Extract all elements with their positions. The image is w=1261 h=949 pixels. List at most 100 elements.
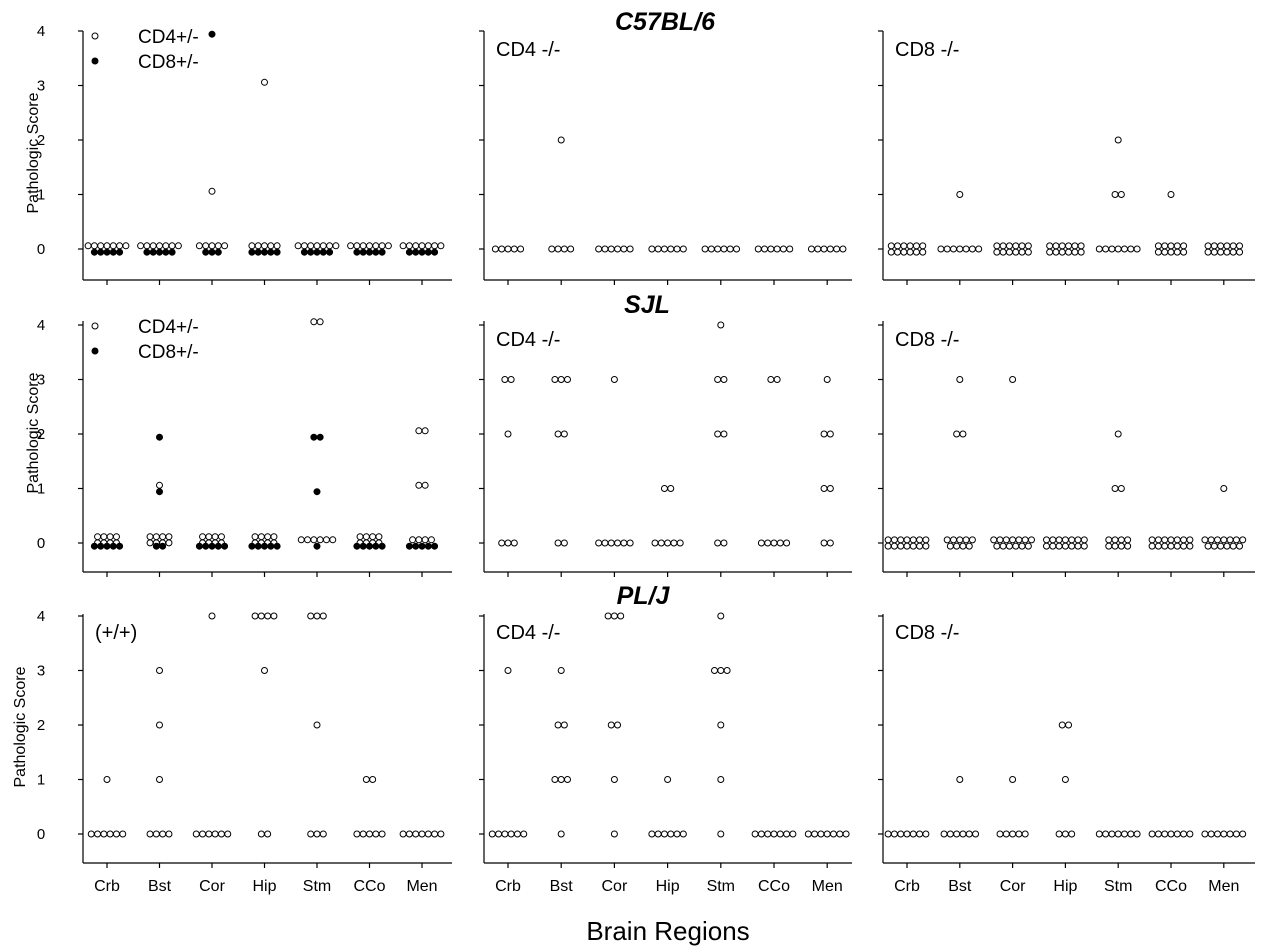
point-open-men xyxy=(1210,542,1218,550)
point-open-hip xyxy=(270,533,278,541)
point-filled-men xyxy=(431,542,439,550)
point-open-cco xyxy=(362,533,370,541)
panel-label: (+/+) xyxy=(95,622,137,644)
point-open-men xyxy=(437,830,445,838)
point-open-cco xyxy=(375,533,383,541)
point-open-cor xyxy=(1018,542,1026,550)
point-open-stm xyxy=(297,536,305,544)
point-open-bst xyxy=(165,533,173,541)
point-filled-crb xyxy=(90,248,98,256)
point-filled-cco xyxy=(353,248,361,256)
y-tick-label: 1 xyxy=(37,187,45,204)
point-open-men xyxy=(1229,542,1237,550)
point-open-hip xyxy=(1071,242,1079,250)
y-axis-title-row-1: Pathologic Score xyxy=(25,92,42,213)
panel-label: CD8 -/- xyxy=(895,39,959,61)
x-tick-label-men: Men xyxy=(406,878,437,895)
point-open-hip xyxy=(667,485,675,492)
point-open-crb xyxy=(84,242,92,250)
point-open-men xyxy=(1223,248,1231,256)
point-open-stm xyxy=(720,430,728,438)
point-filled-hip xyxy=(254,542,262,550)
point-open-crb xyxy=(884,542,892,550)
point-open-men xyxy=(412,830,420,838)
point-open-hip xyxy=(1061,536,1069,544)
point-filled-cco xyxy=(353,542,361,550)
point-open-men xyxy=(415,427,423,435)
point-open-cor xyxy=(211,830,219,838)
point-open-cor xyxy=(993,248,1001,256)
x-tick-label-bst: Bst xyxy=(550,878,574,895)
point-open-crb xyxy=(897,830,905,838)
point-open-cco xyxy=(1167,242,1175,250)
point-open-hip xyxy=(261,242,268,250)
point-open-men xyxy=(804,830,812,838)
point-open-bst xyxy=(143,242,151,250)
point-filled-crb xyxy=(97,248,105,256)
point-open-bst xyxy=(165,830,173,838)
point-open-men xyxy=(1204,242,1212,250)
point-open-crb xyxy=(116,242,124,250)
point-open-stm xyxy=(1124,542,1132,550)
point-open-hip xyxy=(1074,536,1082,544)
point-open-hip xyxy=(1058,721,1066,729)
point-open-cco xyxy=(1173,830,1181,838)
point-open-men xyxy=(415,481,423,489)
point-open-hip xyxy=(1055,542,1063,550)
point-filled-crb xyxy=(90,542,98,550)
point-open-crb xyxy=(488,830,496,838)
point-open-cco xyxy=(1167,248,1175,256)
point-open-men xyxy=(1236,542,1244,550)
point-open-bst xyxy=(560,245,568,253)
point-open-crb xyxy=(504,667,512,674)
point-open-crb xyxy=(912,242,920,250)
point-open-crb xyxy=(903,536,911,544)
point-open-crb xyxy=(94,533,102,541)
point-open-cor xyxy=(610,612,618,620)
point-open-cor xyxy=(614,539,622,547)
point-open-crb xyxy=(912,248,920,256)
point-open-cco xyxy=(1161,536,1169,544)
point-open-stm xyxy=(307,242,315,250)
point-open-hip xyxy=(1043,536,1050,544)
point-open-cor xyxy=(610,376,618,383)
point-open-hip xyxy=(1080,536,1088,544)
point-filled-hip xyxy=(248,542,256,550)
point-open-crb xyxy=(109,242,117,250)
point-open-cco xyxy=(1167,191,1175,198)
point-filled-stm xyxy=(316,433,324,441)
point-open-hip xyxy=(1061,776,1069,783)
point-open-hip xyxy=(673,830,681,838)
point-open-stm xyxy=(1133,830,1141,838)
point-open-cco xyxy=(764,830,772,838)
point-open-crb xyxy=(894,242,902,250)
point-filled-cco xyxy=(378,248,386,256)
point-open-cor xyxy=(192,830,200,838)
point-open-cco xyxy=(1180,536,1188,544)
point-filled-crb xyxy=(97,542,105,550)
point-open-cor xyxy=(607,539,615,547)
point-open-cor xyxy=(217,533,225,541)
point-open-crb xyxy=(909,536,917,544)
point-open-stm xyxy=(313,721,321,729)
point-open-cco xyxy=(786,245,794,253)
point-open-cco xyxy=(789,830,797,838)
y-tick-label: 1 xyxy=(37,481,45,498)
point-filled-men xyxy=(412,542,420,550)
point-open-cor xyxy=(208,242,216,250)
point-open-men xyxy=(1214,536,1221,544)
point-open-men xyxy=(826,539,834,547)
point-filled-crb xyxy=(103,542,111,550)
point-open-cor xyxy=(626,245,634,253)
y-tick-label: 0 xyxy=(37,535,45,552)
point-open-stm xyxy=(313,830,321,838)
point-filled-men xyxy=(405,248,413,256)
point-open-stm xyxy=(329,536,337,544)
point-open-bst xyxy=(551,776,559,783)
point-filled-men xyxy=(405,542,413,550)
point-open-stm xyxy=(717,321,725,329)
point-filled-bst xyxy=(162,248,170,256)
point-open-crb xyxy=(906,242,914,250)
point-filled-stm xyxy=(310,433,318,441)
point-open-stm xyxy=(1095,830,1103,838)
